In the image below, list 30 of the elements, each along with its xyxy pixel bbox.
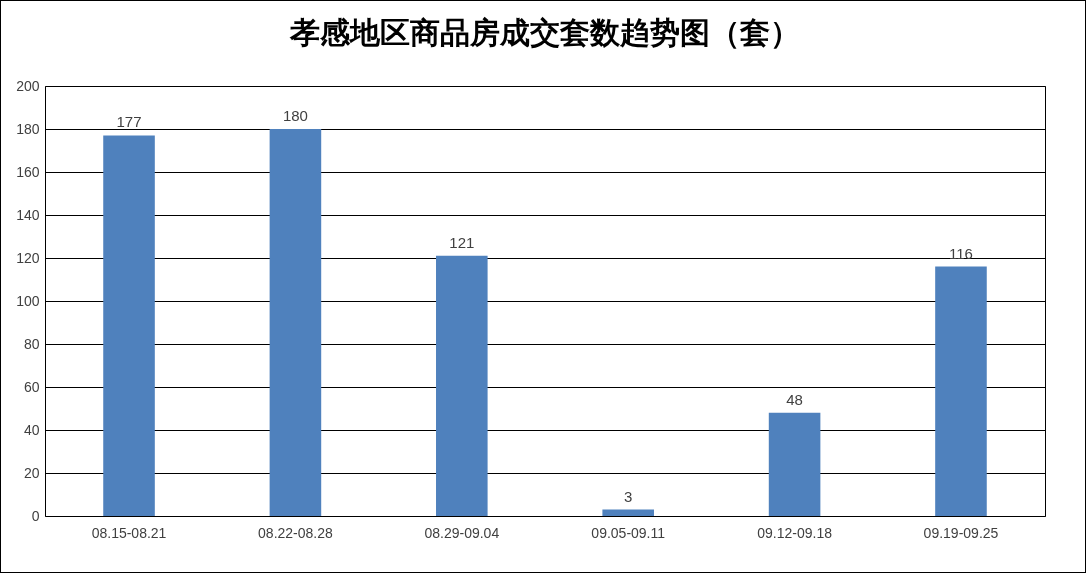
data-label: 3 (624, 487, 633, 505)
y-tick-label: 100 (16, 292, 40, 309)
y-tick-label: 0 (31, 507, 40, 524)
y-tick-label: 160 (16, 163, 40, 180)
bar (103, 135, 155, 516)
x-tick-label: 08.29-09.04 (424, 524, 500, 541)
x-tick-label: 08.22-08.28 (258, 524, 333, 541)
bar (935, 266, 987, 516)
data-label: 180 (282, 107, 308, 124)
y-tick-label: 180 (16, 120, 40, 137)
bar (768, 412, 821, 516)
y-tick-label: 200 (16, 77, 40, 94)
bar (269, 129, 322, 516)
data-label: 121 (449, 233, 475, 251)
x-tick-label: 08.15-08.21 (91, 524, 167, 541)
y-tick-label: 40 (23, 421, 40, 438)
x-tick-label: 09.12-09.18 (757, 524, 833, 541)
y-tick-label: 120 (16, 249, 40, 266)
x-tick-label: 09.19-09.25 (923, 524, 999, 541)
bar (602, 509, 654, 516)
data-label: 48 (786, 390, 803, 408)
x-tick-label: 09.05-09.11 (591, 524, 666, 541)
bar (436, 255, 488, 516)
y-tick-label: 80 (23, 335, 40, 352)
data-label: 116 (949, 244, 973, 262)
data-label: 177 (116, 113, 142, 131)
y-tick-label: 60 (23, 378, 40, 395)
y-tick-label: 140 (16, 206, 40, 223)
chart-title: 孝感地区商品房成交套数趋势图（套） (289, 16, 800, 49)
y-tick-label: 20 (23, 464, 40, 481)
